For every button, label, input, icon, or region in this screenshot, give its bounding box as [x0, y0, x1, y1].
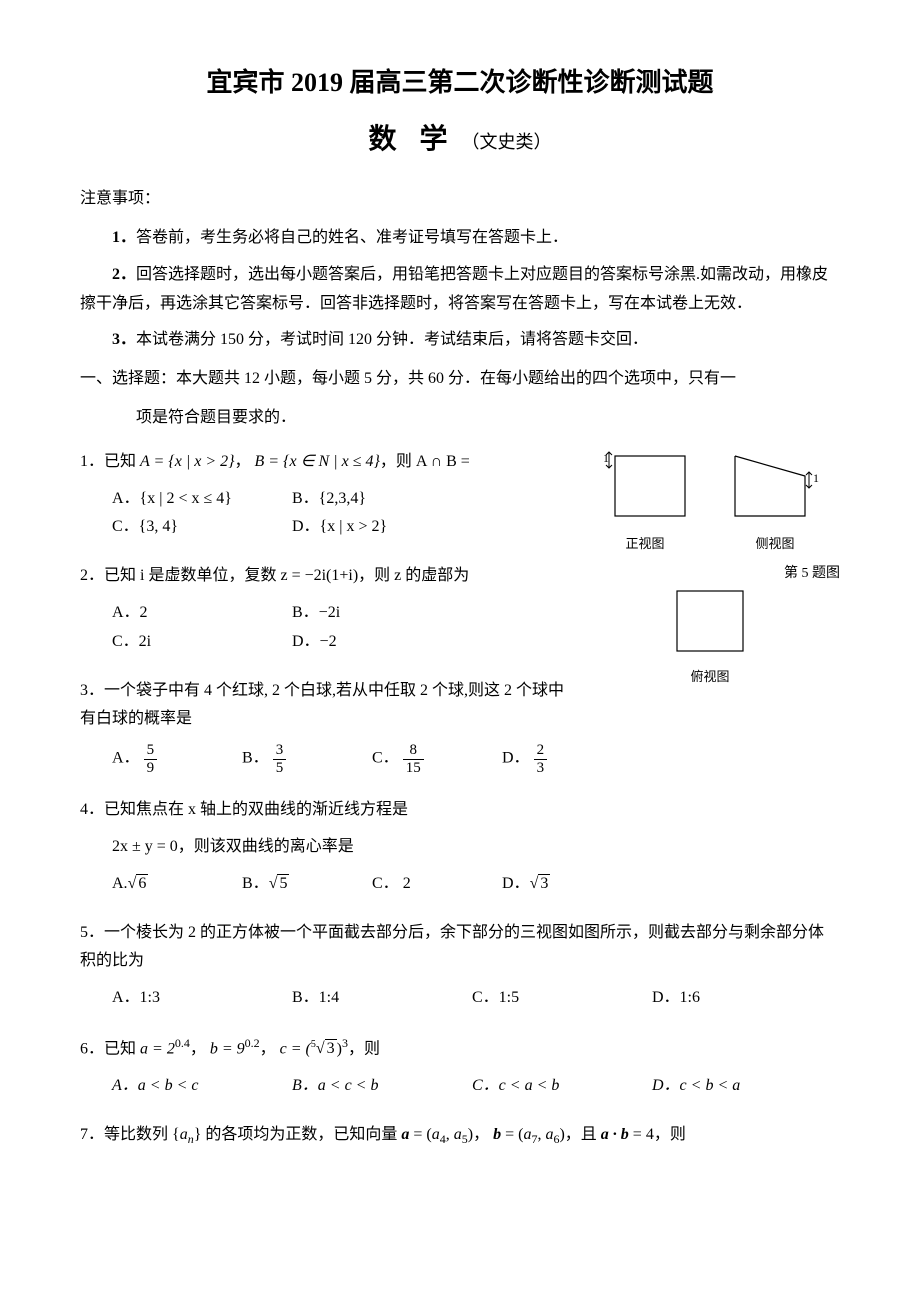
question-7: 7．等比数列 {an} 的各项均为正数，已知向量 a = (a4, a5)， b… — [80, 1121, 840, 1151]
notice-item-2: 2．回答选择题时，选出每小题答案后，用铅笔把答题卡上对应题目的答案标号涂黑.如需… — [80, 261, 840, 319]
q5-opt-d: D．1:6 — [652, 984, 812, 1013]
q5-opt-a: A．1:3 — [112, 984, 272, 1013]
q6-opt-c: C．c < a < b — [472, 1072, 632, 1101]
q6-opt-d: D．c < b < a — [652, 1072, 812, 1101]
notice-header: 注意事项： — [80, 185, 840, 214]
q1-opt-b: B．{2,3,4} — [292, 485, 452, 514]
q4-opt-b: B．5 — [242, 870, 352, 899]
side-view: 1 侧视图 — [725, 448, 825, 555]
page-title: 宜宾市 2019 届高三第二次诊断性诊断测试题 — [80, 60, 840, 107]
question-5: 5．一个棱长为 2 的正方体被一个平面截去部分后，余下部分的三视图如图所示，则截… — [80, 919, 840, 1013]
notice-item-1: 1．答卷前，考生务必将自己的姓名、准考证号填写在答题卡上． — [80, 224, 840, 253]
figure-q5: 1 正视图 1 侧视图 第 5 题图 俯视图 — [580, 448, 840, 695]
q3-opt-c: C． 815 — [372, 742, 482, 776]
q4-opt-d: D．3 — [502, 870, 612, 899]
q2-opt-c: C．2i — [112, 628, 272, 657]
notice-item-3: 3．本试卷满分 150 分，考试时间 120 分钟．考试结束后，请将答题卡交回． — [80, 326, 840, 355]
section-1-header: 一、选择题：本大题共 12 小题，每小题 5 分，共 60 分．在每小题给出的四… — [80, 365, 840, 394]
subject-label: 数 学 — [368, 124, 455, 155]
q3-opt-d: D． 23 — [502, 742, 612, 776]
q3-opt-a: A． 59 — [112, 742, 222, 776]
q5-opt-c: C．1:5 — [472, 984, 632, 1013]
q1-opt-c: C．{3, 4} — [112, 513, 272, 542]
q4-opt-a: A.6 — [112, 870, 222, 899]
svg-text:1: 1 — [813, 471, 819, 485]
top-view: 俯视图 — [665, 586, 755, 688]
question-4: 4．已知焦点在 x 轴上的双曲线的渐近线方程是 2x ± y = 0，则该双曲线… — [80, 796, 840, 898]
q6-opt-a: A．a < b < c — [112, 1072, 272, 1101]
section-1-header-cont: 项是符合题目要求的． — [80, 404, 840, 433]
front-view: 1 正视图 — [595, 448, 695, 555]
q1-opt-d: D．{x | x > 2} — [292, 513, 452, 542]
q2-opt-a: A．2 — [112, 599, 272, 628]
question-6: 6．已知 a = 20.4， b = 90.2， c = (53)3，则 A．a… — [80, 1033, 840, 1101]
q6-opt-b: B．a < c < b — [292, 1072, 452, 1101]
q4-opt-c: C． 2 — [372, 870, 482, 899]
q5-opt-b: B．1:4 — [292, 984, 452, 1013]
category-label: （文史类） — [462, 132, 552, 152]
q1-opt-a: A．{x | 2 < x ≤ 4} — [112, 485, 272, 514]
q2-opt-b: B．−2i — [292, 599, 452, 628]
q2-opt-d: D．−2 — [292, 628, 452, 657]
figure-label: 第 5 题图 — [580, 561, 840, 586]
page-subtitle: 数 学 （文史类） — [80, 115, 840, 165]
q3-opt-b: B． 35 — [242, 742, 352, 776]
